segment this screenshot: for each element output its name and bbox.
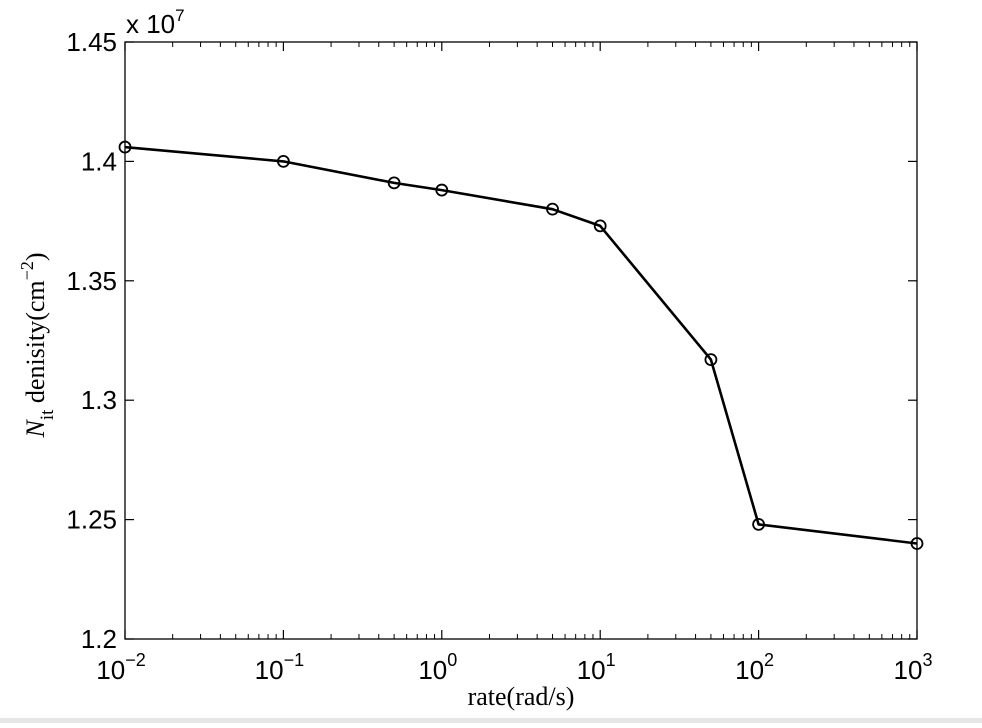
x-tick-exponent: 0 bbox=[447, 650, 457, 670]
y-tick-label: 1.35 bbox=[66, 266, 117, 296]
y-multiplier-exponent: 7 bbox=[175, 6, 184, 25]
series-group bbox=[118, 140, 924, 550]
y-tick-label: 1.25 bbox=[66, 505, 117, 535]
data-point-marker bbox=[546, 202, 559, 216]
x-tick-base: 10 bbox=[577, 655, 606, 685]
y-tick-label: 1.4 bbox=[81, 146, 117, 176]
x-axis-label: rate(rad/s) bbox=[468, 682, 575, 711]
page-bottom-rule bbox=[0, 718, 982, 723]
x-tick-labels: 10−2 10−1 100 101 102 103 bbox=[96, 650, 932, 685]
y-tick-label: 1.45 bbox=[66, 27, 117, 57]
x-tick-base: 10 bbox=[894, 655, 923, 685]
plot-frame bbox=[124, 41, 918, 640]
y-tick-label: 1.3 bbox=[81, 385, 117, 415]
y-axis-label: Nit denisity(cm−2) bbox=[17, 253, 58, 439]
y-multiplier-text: x 10 bbox=[126, 9, 175, 39]
x-tick-base: 10 bbox=[418, 655, 447, 685]
x-tick-base: 10 bbox=[96, 655, 125, 685]
y-label-exponent: −2 bbox=[17, 261, 37, 280]
data-point-marker bbox=[435, 183, 449, 197]
y-tick-labels: 1.2 1.25 1.3 1.35 1.4 1.45 bbox=[66, 27, 117, 654]
y-axis-multiplier: x 107 bbox=[126, 6, 185, 39]
data-point-marker bbox=[118, 140, 132, 154]
x-tick-exponent: −1 bbox=[284, 650, 305, 670]
data-point-marker bbox=[593, 219, 607, 233]
data-point-marker bbox=[910, 537, 924, 550]
x-tick-label: 102 bbox=[735, 650, 774, 685]
x-tick-label: 10−1 bbox=[255, 650, 304, 685]
x-tick-label: 101 bbox=[577, 650, 616, 685]
data-point-marker bbox=[704, 353, 718, 367]
major-ticks bbox=[124, 41, 918, 640]
y-label-close: ) bbox=[21, 253, 50, 262]
x-tick-exponent: −2 bbox=[125, 650, 146, 670]
y-label-subscript: it bbox=[37, 409, 58, 420]
x-tick-exponent: 2 bbox=[764, 650, 774, 670]
y-tick-label: 1.2 bbox=[81, 624, 117, 654]
data-point-marker bbox=[387, 176, 401, 190]
x-tick-base: 10 bbox=[255, 655, 284, 685]
data-point-marker bbox=[752, 517, 765, 531]
x-tick-base: 10 bbox=[735, 655, 764, 685]
x-tick-label: 100 bbox=[418, 650, 457, 685]
y-label-text: denisity(cm bbox=[21, 280, 50, 409]
minor-ticks bbox=[172, 42, 911, 639]
data-point-marker bbox=[276, 154, 290, 168]
x-tick-exponent: 3 bbox=[922, 650, 932, 670]
x-tick-label: 103 bbox=[894, 650, 933, 685]
y-label-symbol: N bbox=[21, 419, 50, 439]
x-tick-label: 10−2 bbox=[96, 650, 145, 685]
series-line bbox=[124, 145, 918, 545]
x-tick-exponent: 1 bbox=[606, 650, 616, 670]
